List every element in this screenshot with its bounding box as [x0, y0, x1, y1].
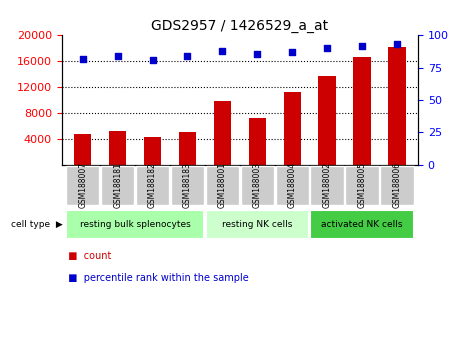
FancyBboxPatch shape: [206, 210, 309, 239]
Text: resting NK cells: resting NK cells: [222, 220, 293, 229]
Point: [79, 56, 86, 62]
Bar: [318, 75, 336, 165]
FancyBboxPatch shape: [136, 166, 169, 205]
Text: resting bulk splenocytes: resting bulk splenocytes: [80, 220, 190, 229]
Bar: [179, 132, 196, 165]
Point: [254, 51, 261, 56]
FancyBboxPatch shape: [66, 166, 99, 205]
Point: [149, 57, 156, 63]
FancyBboxPatch shape: [276, 166, 309, 205]
Bar: [248, 118, 266, 165]
FancyBboxPatch shape: [171, 166, 204, 205]
Point: [393, 42, 401, 47]
Text: GSM188001: GSM188001: [218, 162, 227, 208]
Text: cell type  ▶: cell type ▶: [11, 220, 62, 229]
FancyBboxPatch shape: [380, 166, 414, 205]
Text: GSM188006: GSM188006: [392, 162, 401, 208]
FancyBboxPatch shape: [345, 166, 379, 205]
Text: GSM188005: GSM188005: [358, 162, 367, 208]
Text: GSM188004: GSM188004: [288, 162, 297, 208]
Bar: [284, 92, 301, 165]
Text: GSM188181: GSM188181: [113, 162, 122, 208]
Bar: [144, 137, 162, 165]
FancyBboxPatch shape: [311, 166, 344, 205]
Point: [323, 46, 331, 51]
Bar: [109, 131, 126, 165]
Text: GSM188002: GSM188002: [323, 162, 332, 208]
FancyBboxPatch shape: [66, 210, 204, 239]
Text: GSM188003: GSM188003: [253, 162, 262, 208]
FancyBboxPatch shape: [206, 166, 239, 205]
Bar: [353, 57, 371, 165]
FancyBboxPatch shape: [311, 210, 414, 239]
Text: GSM188183: GSM188183: [183, 162, 192, 208]
Text: ■  percentile rank within the sample: ■ percentile rank within the sample: [62, 273, 248, 282]
Title: GDS2957 / 1426529_a_at: GDS2957 / 1426529_a_at: [152, 19, 328, 33]
Text: GSM188007: GSM188007: [78, 162, 87, 208]
FancyBboxPatch shape: [240, 166, 274, 205]
Text: ■  count: ■ count: [62, 251, 111, 261]
Point: [184, 53, 191, 59]
Point: [114, 53, 122, 59]
FancyBboxPatch shape: [101, 166, 134, 205]
Point: [288, 50, 296, 55]
Point: [218, 48, 226, 54]
Text: GSM188182: GSM188182: [148, 162, 157, 208]
Bar: [74, 134, 91, 165]
Text: activated NK cells: activated NK cells: [322, 220, 403, 229]
Bar: [389, 47, 406, 165]
Bar: [214, 102, 231, 165]
Point: [358, 43, 366, 48]
